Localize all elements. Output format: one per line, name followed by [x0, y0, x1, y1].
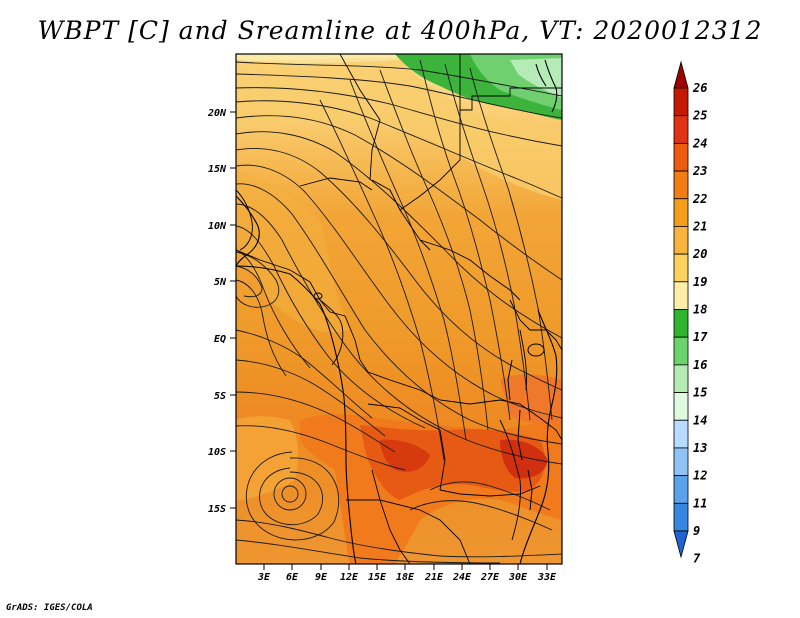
colorbar-swatch [673, 253, 689, 283]
latitude-axis: 20N 15N 10N 5N EQ 5S 10S 15S [207, 108, 236, 515]
colorbar-swatch [673, 170, 689, 200]
colorbar-swatch [673, 336, 689, 366]
map-frame [235, 53, 563, 565]
lon-tick-label: 33E [537, 572, 557, 583]
colorbar-label: 13 [693, 441, 707, 455]
footer-credit: GrADS: IGES/COLA [6, 603, 93, 613]
lat-tick-label: 15N [208, 164, 227, 175]
lat-tick-label: 20N [207, 108, 227, 119]
colorbar-label: 22 [692, 192, 707, 206]
lon-tick-label: 27E [480, 572, 500, 583]
lon-tick-label: 12E [340, 572, 359, 583]
colorbar-swatch [673, 226, 689, 255]
lon-tick-label: 9E [315, 572, 328, 583]
colorbar-label: 12 [693, 469, 707, 483]
colorbar-label: 11 [693, 496, 707, 510]
colorbar-swatch [673, 115, 689, 144]
lat-tick-label: 10N [208, 221, 227, 232]
colorbar-label: 7 [693, 552, 701, 566]
colorbar-label: 25 [692, 109, 707, 123]
coastline [236, 59, 558, 564]
colorbar-label: 17 [693, 330, 708, 344]
colorbar-swatch [673, 142, 689, 172]
colorbar-label: 19 [693, 275, 707, 289]
colorbar-swatch [673, 475, 689, 504]
colorbar-label: 16 [693, 358, 707, 372]
colorbar-label: 14 [693, 413, 707, 427]
lon-tick-label: 15E [368, 572, 387, 583]
colorbar-label: 18 [693, 303, 707, 317]
lon-tick-label: 18E [396, 572, 415, 583]
lon-tick-label: 3E [257, 572, 271, 583]
colorbar-label: 23 [692, 164, 707, 178]
lat-tick-label: EQ [214, 334, 226, 345]
colorbar-label: 15 [693, 386, 707, 400]
lon-tick-label: 6E [286, 572, 299, 583]
colorbar-label: 20 [692, 247, 707, 261]
lon-tick-label: 21E [424, 572, 444, 583]
colorbar-label: 26 [692, 81, 707, 95]
country-borders [236, 54, 562, 564]
lat-tick-label: 5N [214, 277, 227, 288]
colorbar-swatch [673, 447, 689, 477]
colorbar: 26 25 24 23 22 21 20 19 18 17 16 15 14 13 12 11 9 7 [673, 60, 708, 566]
colorbar-swatch [673, 502, 689, 532]
colorbar-swatch [673, 281, 689, 310]
colorbar-swatch [673, 392, 689, 421]
lon-tick-label: 24E [452, 572, 472, 583]
lat-tick-label: 5S [214, 391, 226, 402]
map-title: WBPT [C] and Sreamline at 400hPa, VT: 20… [37, 16, 763, 45]
colorbar-swatch [673, 309, 689, 338]
colorbar-swatch [673, 419, 689, 449]
colorbar-swatch [673, 198, 689, 227]
lon-tick-label: 30E [508, 572, 528, 583]
colorbar-swatch [673, 364, 689, 393]
colorbar-label: 9 [693, 524, 700, 538]
lakes [313, 292, 545, 511]
colorbar-swatch [673, 530, 689, 559]
colorbar-swatch [673, 60, 689, 89]
colorbar-swatch [673, 87, 689, 117]
colorbar-label: 24 [692, 136, 707, 150]
colorbar-label: 21 [692, 219, 707, 233]
longitude-axis: 3E 6E 9E 12E 15E 18E 21E 24E 27E 30E 33E [257, 564, 557, 583]
lat-tick-label: 15S [208, 504, 226, 515]
lat-tick-label: 10S [208, 447, 226, 458]
